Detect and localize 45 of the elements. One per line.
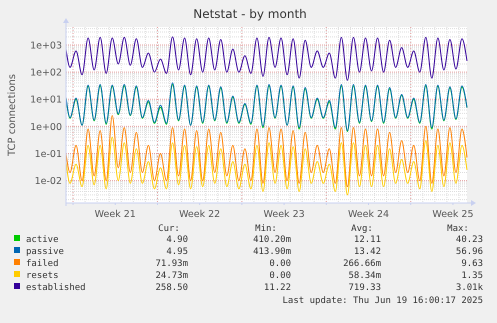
- legend-label: resets: [26, 271, 59, 281]
- text: 11.22: [264, 283, 291, 293]
- text: 0.00: [269, 259, 291, 269]
- text: 0.00: [269, 271, 291, 281]
- y-tick-label: 1e+03: [30, 40, 62, 52]
- text: 413.90m: [253, 247, 291, 257]
- y-axis-title: TCP connections: [7, 74, 18, 158]
- text: 719.33: [348, 283, 381, 293]
- text: 410.20m: [253, 235, 291, 245]
- x-tick-label: Week 23: [264, 209, 305, 220]
- text: Max:: [447, 224, 469, 234]
- text: 1.35: [461, 271, 483, 281]
- x-tick-label: Week 24: [348, 209, 390, 220]
- text: 24.73m: [155, 271, 188, 281]
- y-tick-label: 1e+00: [30, 122, 62, 133]
- line-series: [66, 36, 468, 81]
- text: Min:: [255, 224, 277, 234]
- legend-label: failed: [26, 259, 59, 269]
- text: Avg:: [351, 224, 373, 234]
- y-tick-label: 1e-02: [34, 176, 62, 188]
- x-tick-label: Week 21: [94, 209, 136, 220]
- line-series: [66, 136, 468, 196]
- text: 40.23: [456, 235, 483, 245]
- legend-label: established: [26, 283, 86, 293]
- x-tick-label: Week 22: [179, 209, 220, 220]
- text: 13.42: [354, 247, 381, 257]
- text: 12.11: [354, 235, 381, 245]
- text: Last update: Thu Jun 19 16:00:17 2025: [282, 296, 483, 306]
- legend-label: active: [26, 235, 59, 245]
- text: 71.93m: [155, 259, 188, 269]
- text: 56.96: [456, 247, 483, 257]
- y-tick-label: 1e+02: [30, 68, 62, 79]
- legend-label: passive: [26, 247, 64, 257]
- text: 4.95: [166, 247, 188, 257]
- y-tick-label: 1e-01: [34, 149, 62, 160]
- text: 3.01k: [456, 283, 484, 293]
- text: 258.50: [155, 283, 188, 293]
- text: 9.63: [461, 259, 483, 269]
- y-tick-label: 1e+01: [30, 94, 62, 106]
- text: 58.34m: [348, 271, 381, 281]
- chart-title: Netstat - by month: [193, 7, 307, 21]
- text: Cur:: [158, 224, 180, 234]
- x-tick-label: Week 25: [432, 209, 474, 220]
- text: 4.90: [166, 235, 188, 245]
- text: 266.66m: [343, 259, 381, 269]
